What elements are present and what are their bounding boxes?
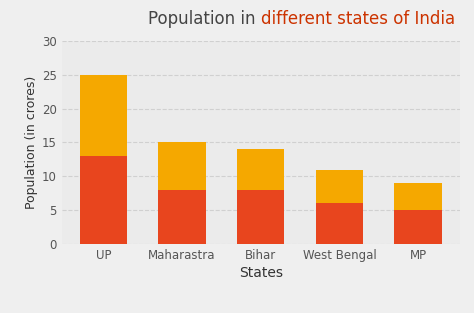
Bar [237, 149, 284, 190]
X-axis label: States: States [239, 266, 283, 280]
Bar [158, 142, 206, 190]
Bar [394, 210, 442, 244]
Bar [394, 183, 442, 210]
Bar [80, 74, 127, 156]
Bar [316, 170, 363, 203]
Y-axis label: Population (in crores): Population (in crores) [25, 76, 38, 209]
Text: different states of India: different states of India [261, 10, 455, 28]
Text: Population in: Population in [148, 10, 261, 28]
Bar [80, 156, 127, 244]
Bar [316, 203, 363, 244]
Bar [237, 190, 284, 244]
Bar [158, 190, 206, 244]
